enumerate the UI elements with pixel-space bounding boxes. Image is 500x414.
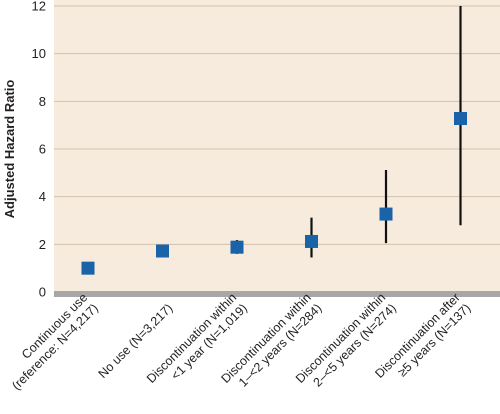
data-point bbox=[156, 244, 169, 258]
data-point bbox=[305, 234, 318, 248]
data-point bbox=[81, 261, 95, 275]
category-labels: Continuous use(reference: N=4,217)No use… bbox=[9, 290, 473, 392]
data-point bbox=[379, 207, 393, 221]
y-axis-title: Adjusted Hazard Ratio bbox=[2, 80, 17, 219]
data-points bbox=[81, 111, 467, 275]
gridlines bbox=[54, 5, 500, 245]
y-tick-label: 8 bbox=[39, 94, 46, 109]
plot-background bbox=[54, 0, 500, 296]
y-tick-label: 4 bbox=[39, 189, 46, 204]
y-tick-label: 6 bbox=[39, 142, 46, 157]
y-tick-label: 2 bbox=[39, 237, 46, 252]
y-tick-label: 0 bbox=[39, 285, 46, 300]
y-tick-labels: 0 2 4 6 8 10 12 bbox=[32, 0, 46, 300]
data-point bbox=[230, 240, 244, 254]
data-point bbox=[454, 111, 467, 125]
x-axis-baseline bbox=[54, 291, 500, 297]
y-tick-label: 10 bbox=[32, 46, 46, 61]
y-tick-label: 12 bbox=[32, 0, 46, 14]
category-label: Continuous use(reference: N=4,217) bbox=[9, 290, 101, 392]
